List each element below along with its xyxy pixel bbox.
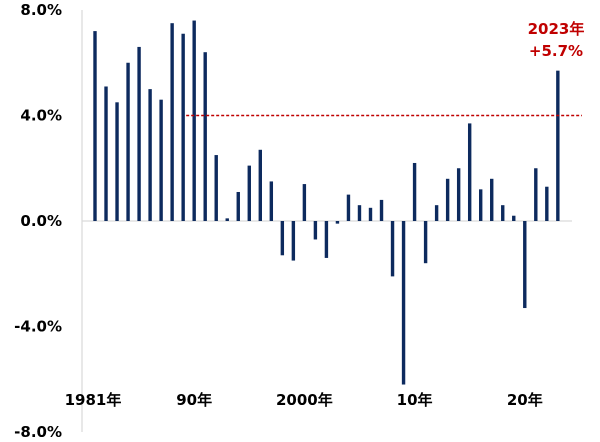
x-tick-label: 1981年 bbox=[65, 391, 122, 409]
bar-2010 bbox=[412, 162, 417, 221]
y-tick-label: 4.0% bbox=[20, 107, 62, 125]
bar-1987 bbox=[159, 99, 163, 221]
bar-2006 bbox=[368, 207, 373, 221]
y-tick-label: 0.0% bbox=[20, 212, 62, 230]
bar-1992 bbox=[214, 155, 218, 221]
y-tick-label: -8.0% bbox=[14, 423, 62, 441]
bar-1983 bbox=[115, 102, 119, 221]
y-axis-tick-labels: 8.0% 4.0% 0.0% -4.0% -8.0% bbox=[14, 1, 62, 441]
bar-1996 bbox=[258, 149, 262, 221]
bar-2007 bbox=[379, 199, 384, 221]
bar-1994 bbox=[236, 191, 240, 221]
bar-2004 bbox=[346, 194, 351, 221]
bar-1986 bbox=[148, 89, 152, 221]
bar-2003 bbox=[335, 221, 340, 224]
bar-1997 bbox=[269, 181, 274, 221]
y-tick-label: -4.0% bbox=[14, 318, 62, 336]
bar-1993 bbox=[225, 218, 229, 221]
bar-1989 bbox=[181, 33, 185, 221]
annotation-year-label: 2023年 bbox=[528, 20, 585, 38]
bar-2020 bbox=[523, 221, 527, 309]
bar-series bbox=[93, 20, 560, 385]
x-tick-label: 90年 bbox=[176, 391, 212, 409]
bar-2002 bbox=[324, 221, 329, 258]
x-tick-label: 20年 bbox=[507, 391, 543, 409]
bar-2000 bbox=[302, 184, 307, 221]
bar-1991 bbox=[203, 52, 207, 222]
bar-2016 bbox=[479, 189, 483, 221]
bar-2015 bbox=[467, 123, 472, 221]
bar-2018 bbox=[501, 205, 505, 221]
bar-2019 bbox=[512, 215, 516, 221]
annotation-value-label: +5.7% bbox=[529, 42, 583, 60]
bar-1982 bbox=[104, 86, 108, 221]
bar-2023 bbox=[556, 70, 560, 221]
bar-1985 bbox=[137, 46, 141, 221]
x-tick-label: 10年 bbox=[397, 391, 433, 409]
bar-1995 bbox=[247, 165, 251, 221]
bar-1988 bbox=[170, 23, 174, 221]
bar-2009 bbox=[401, 221, 406, 385]
bar-2014 bbox=[456, 168, 461, 221]
bar-1984 bbox=[126, 62, 130, 221]
bar-2013 bbox=[445, 178, 450, 221]
bar-2011 bbox=[423, 221, 428, 264]
bar-1999 bbox=[291, 221, 296, 261]
bar-2021 bbox=[534, 168, 538, 221]
bar-2005 bbox=[357, 205, 362, 221]
bar-2017 bbox=[490, 178, 494, 221]
bar-1990 bbox=[192, 20, 196, 221]
bar-2008 bbox=[390, 221, 395, 277]
bar-1998 bbox=[280, 221, 285, 256]
annotation-2023: 2023年 +5.7% bbox=[528, 20, 585, 60]
x-tick-label: 2000年 bbox=[276, 391, 333, 409]
y-tick-label: 8.0% bbox=[20, 1, 62, 19]
bar-2012 bbox=[434, 205, 439, 221]
bar-2022 bbox=[545, 186, 549, 221]
bar-2001 bbox=[313, 221, 318, 240]
bar-1981 bbox=[93, 31, 97, 221]
x-axis-tick-labels: 1981年 90年 2000年 10年 20年 bbox=[65, 391, 543, 409]
plot-area bbox=[81, 10, 582, 432]
